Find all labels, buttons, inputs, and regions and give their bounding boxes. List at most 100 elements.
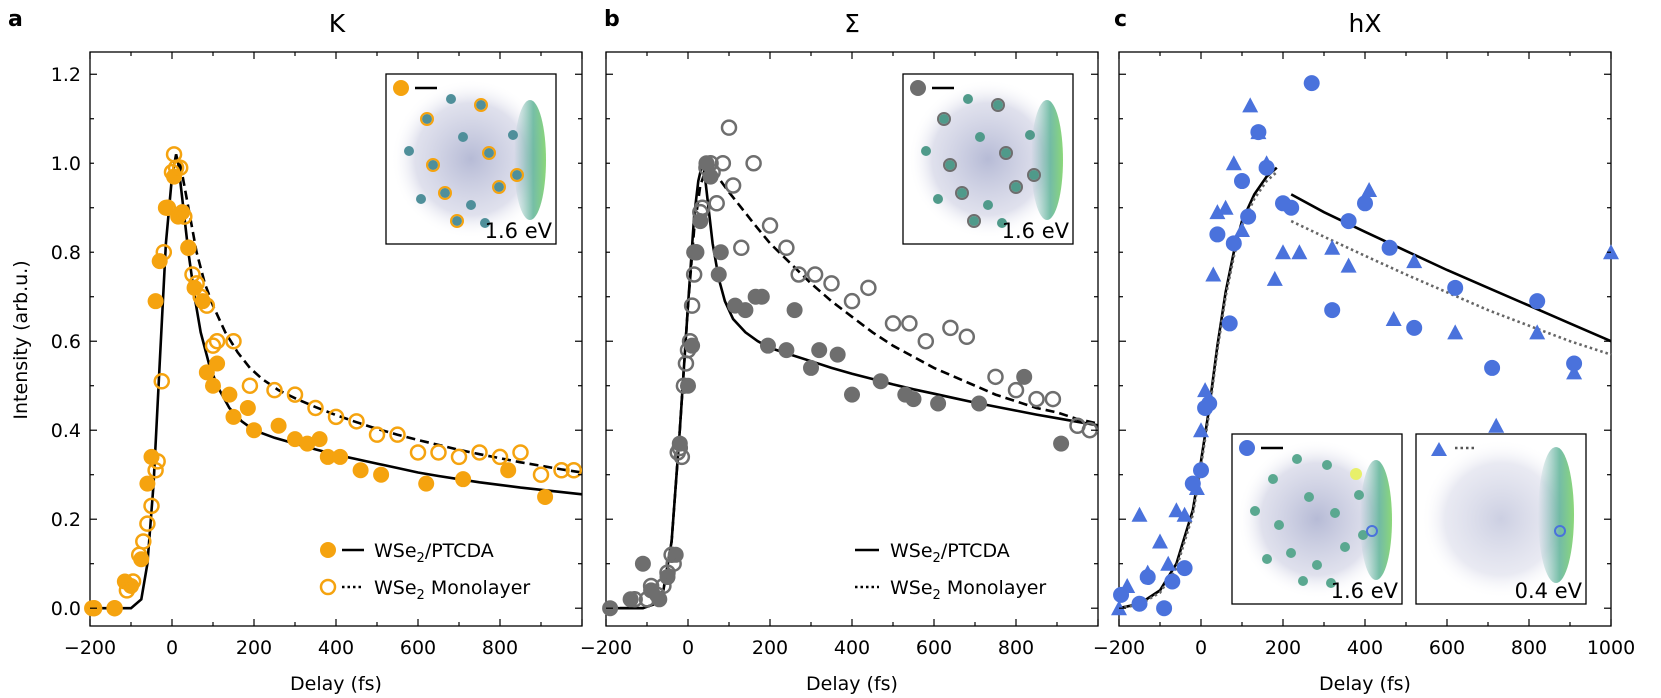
data-point-filled [373, 466, 390, 483]
x-ticks-c: −200 0 200 400 600 800 1000 [1093, 52, 1635, 659]
data-point-filled [352, 462, 369, 479]
data-point-open [671, 439, 689, 457]
data-point-filled [1016, 368, 1033, 385]
data-point-triangle [1139, 564, 1156, 580]
data-point-open [155, 243, 173, 261]
data-point-filled [1484, 359, 1501, 376]
data-point-open [139, 515, 156, 532]
inset-spot [1268, 474, 1278, 484]
data-point-filled [1324, 302, 1341, 319]
legend-marker-open-a [319, 578, 337, 596]
data-point-filled [844, 386, 860, 403]
inset-spot [1322, 460, 1332, 470]
inset-energy-label-c1: 1.6 eV [1331, 579, 1399, 603]
data-point-filled [1201, 395, 1218, 412]
y-ticks-c [1119, 73, 1611, 609]
data-point-open [149, 453, 166, 470]
data-point-open [176, 208, 193, 225]
data-point-open [860, 279, 877, 297]
data-point-filled [1357, 195, 1373, 212]
data-point-open [450, 448, 468, 466]
data-point-filled [147, 293, 164, 310]
data-point-filled [786, 302, 803, 319]
inset-map-c2: 0.4 eV [1415, 433, 1587, 605]
inset-spot-ring [510, 168, 524, 182]
x-tick-label: 200 [236, 637, 272, 659]
data-markers-b [602, 119, 1099, 617]
fit-lines-c [1118, 166, 1612, 610]
inset-energy-label-b: 1.6 eV [1002, 219, 1070, 243]
data-point-triangle [1234, 221, 1250, 237]
inset-band-c2 [1538, 447, 1574, 583]
inset-spot [997, 218, 1007, 228]
data-point-filled [270, 417, 287, 434]
panel-a: a K −200 0 200 400 600 800 0.0 0.2 0.4 0.6 0.8 1.0… [8, 7, 583, 695]
data-point-open [368, 426, 386, 443]
data-point-triangle [1529, 324, 1546, 340]
data-point-filled [737, 302, 754, 319]
data-point-filled [759, 337, 776, 354]
data-point-triangle [1250, 124, 1267, 140]
data-point-open [471, 444, 488, 461]
data-point-filled [872, 373, 889, 390]
data-point-filled [1225, 235, 1242, 252]
data-point-triangle [1242, 97, 1259, 113]
inset-spot-ring [420, 112, 434, 126]
data-point-filled [1303, 75, 1320, 92]
inset-spot [440, 188, 450, 198]
data-point-filled [455, 471, 472, 488]
inset-legend-marker-c1 [1239, 440, 1255, 456]
inset-spot [476, 100, 486, 110]
data-point-filled [778, 342, 795, 359]
data-point-triangle [1488, 417, 1505, 433]
data-point-triangle [1152, 533, 1168, 549]
data-point-open [241, 377, 259, 394]
x-axis-label-b: Delay (fs) [806, 673, 898, 695]
data-point-open [171, 159, 189, 176]
data-point-open [348, 413, 365, 430]
y-tick-label: 1.2 [51, 64, 81, 86]
data-point-filled [239, 399, 256, 416]
inset-spot [1298, 576, 1308, 586]
inset-band-a [514, 100, 546, 220]
data-point-open [675, 377, 693, 394]
panel-letter-b: b [604, 7, 620, 32]
legend-label-monolayer-a: WSe2 Monolayer [374, 577, 530, 603]
data-point-filled [1234, 173, 1250, 190]
data-point-filled [680, 377, 696, 394]
data-point-filled [1131, 595, 1148, 612]
inset-spot [963, 94, 973, 104]
x-tick-label: 800 [1511, 637, 1547, 659]
data-point-triangle [1119, 577, 1136, 593]
inset-spot-ring [426, 158, 440, 172]
inset-spot [1326, 578, 1336, 588]
x-tick-label: 0 [1195, 637, 1207, 659]
data-point-open [327, 408, 345, 426]
inset-spot [945, 160, 955, 170]
data-point-open [1044, 390, 1062, 408]
x-axis-label-a: Delay (fs) [290, 673, 382, 695]
inset-spot [1025, 130, 1035, 140]
panel-title-a: K [329, 9, 346, 38]
data-point-triangle [1258, 155, 1275, 171]
x-axis-label-c: Delay (fs) [1319, 673, 1411, 695]
data-point-open [409, 444, 427, 461]
data-point-filled [106, 600, 123, 617]
data-point-filled [1156, 600, 1173, 617]
legend-a: WSe2/PTCDA WSe2 Monolayer [319, 540, 530, 603]
data-point-open [389, 426, 406, 443]
data-point-open [687, 243, 705, 261]
y-tick-label: 0.2 [51, 509, 81, 531]
inset-spot [446, 94, 456, 104]
panel-b: b Σ −200 0 200 400 600 800 Delay (fs) 1.6 eV … [580, 7, 1099, 695]
x-ticks-b: −200 0 200 400 600 800 [580, 52, 1099, 659]
data-point-triangle [1566, 364, 1583, 380]
data-point-open [679, 341, 697, 359]
data-markers-c [1111, 75, 1619, 617]
y-tick-label: 1.0 [51, 153, 81, 175]
data-point-open [1028, 390, 1045, 408]
legend-label-ptcda-a: WSe2/PTCDA [374, 540, 494, 566]
data-point-open [153, 373, 170, 390]
data-point-triangle [1131, 506, 1148, 522]
